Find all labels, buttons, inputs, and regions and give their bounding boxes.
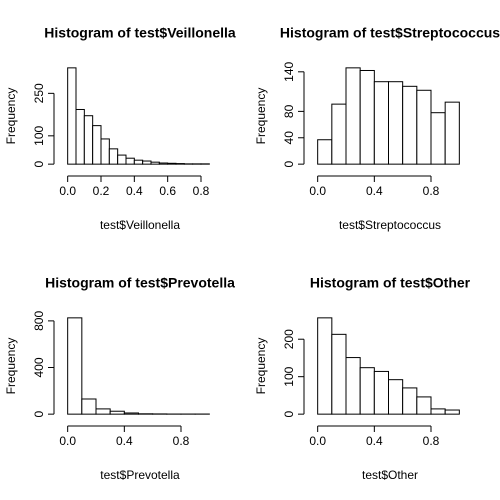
bar [359,367,375,415]
y-tick-label: 0 [32,160,46,167]
x-tick-label: 0.8 [193,184,210,198]
bar [142,160,152,165]
bar [388,379,404,415]
bar [430,408,446,415]
y-tick-label: 250 [32,83,46,103]
x-tick-label: 0.0 [59,184,76,198]
bar [444,101,460,165]
bar [373,81,390,165]
x-tick-label: 0.0 [59,434,76,448]
x-tick-label: 0.8 [423,434,440,448]
bar [125,157,135,165]
y-tick-label: 400 [32,357,46,377]
y-tick-label: 0 [282,410,296,417]
x-tick-label: 0.4 [366,184,383,198]
bar [444,409,460,415]
bar [109,410,125,415]
x-tick-label: 0.0 [309,184,326,198]
x-tick-label: 0.8 [173,434,190,448]
x-tick-label: 0.4 [366,434,383,448]
bar [100,138,110,165]
chart-title: Histogram of test$Veillonella [44,25,236,41]
bar [359,69,375,165]
bar [317,139,333,165]
y-tick-label: 0 [282,160,296,167]
bar [92,125,102,165]
bar [416,89,432,165]
chart-title: Histogram of test$Prevotella [45,275,235,291]
x-axis-label: test$Prevotella [100,468,180,482]
bar [67,67,77,165]
bar [167,162,177,165]
y-tick-label: 800 [32,311,46,331]
x-tick-label: 0.0 [309,434,326,448]
bar [75,108,85,165]
bar [108,148,119,165]
x-tick-label: 0.4 [116,434,133,448]
y-tick-label: 40 [282,131,296,145]
x-axis-label: test$Veillonella [100,218,180,232]
y-axis-label: Frequency [4,88,18,145]
x-tick-label: 0.4 [126,184,143,198]
bar [67,317,83,415]
bar [345,357,361,415]
bar [175,163,185,165]
y-tick-label: 80 [282,104,296,118]
bar [402,387,418,415]
bar [81,398,97,415]
x-tick-label: 0.6 [159,184,176,198]
y-axis-label: Frequency [4,338,18,395]
bar [345,67,361,165]
bar [331,103,347,165]
bar [83,115,94,165]
bar [317,317,333,415]
y-axis-label: Frequency [254,88,268,145]
y-tick-label: 100 [32,125,46,145]
bar [430,112,446,165]
chart-title: Histogram of test$Other [310,275,471,291]
y-axis-label: Frequency [254,338,268,395]
x-tick-label: 0.2 [93,184,110,198]
bar [150,161,160,165]
bar [133,159,144,165]
chart-title: Histogram of test$Streptococcus [280,25,500,41]
bar [95,408,111,415]
bar [117,154,127,165]
x-axis-label: test$Streptococcus [339,218,441,232]
bar [388,81,404,165]
bar [416,396,432,415]
y-tick-label: 140 [282,61,296,81]
x-tick-label: 0.8 [423,184,440,198]
bar [402,85,418,165]
bar [373,370,390,415]
bar [158,162,169,165]
y-tick-label: 100 [282,366,296,386]
y-tick-label: 200 [282,329,296,349]
bar [331,333,347,415]
bar [123,412,140,415]
y-tick-label: 0 [32,410,46,417]
x-axis-label: test$Other [362,468,418,482]
